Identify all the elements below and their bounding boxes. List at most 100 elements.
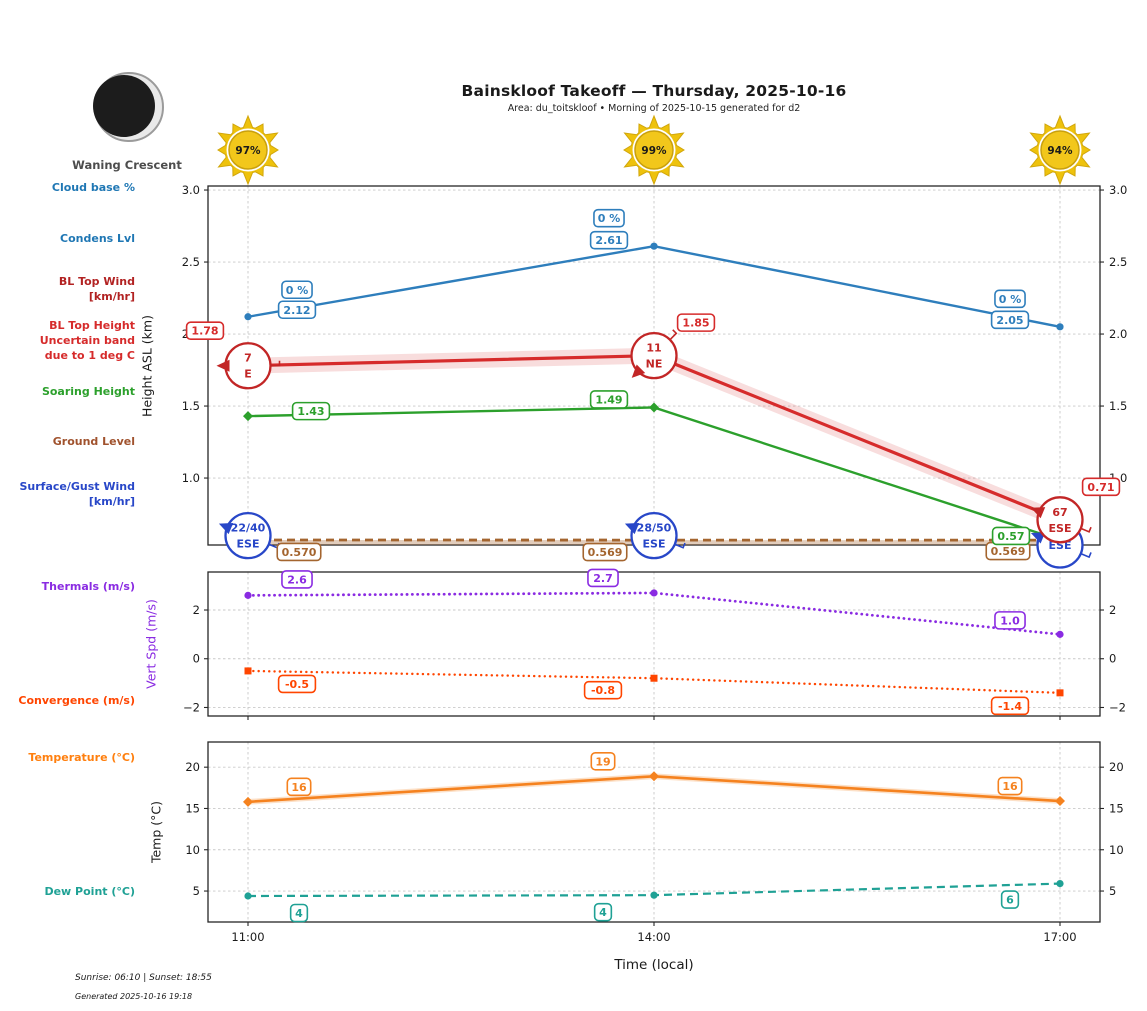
value-label: 2.6 xyxy=(281,570,313,589)
chart-text: 97% xyxy=(235,145,261,157)
sun-icon: 99% xyxy=(623,114,685,186)
chart-text: −2 xyxy=(183,700,200,714)
wind-arrow xyxy=(1030,507,1046,519)
data-point xyxy=(244,313,252,321)
chart-text: E xyxy=(244,368,252,381)
chart-text: 15 xyxy=(185,801,200,815)
data-point xyxy=(650,891,658,899)
chart-text: 5 xyxy=(193,884,200,898)
chart-text: 28/50 xyxy=(637,522,672,535)
value-label: 16 xyxy=(997,776,1023,796)
value-label: 2.05 xyxy=(990,310,1030,330)
chart-text: 1.5 xyxy=(182,399,200,413)
legend-dew-point-line: Dew Point (°C) xyxy=(44,885,135,898)
chart-text: 2 xyxy=(1109,603,1116,617)
chart-text: -0.8 xyxy=(591,684,615,697)
chart-text: 0 xyxy=(193,652,200,666)
wind-arrow xyxy=(218,523,234,535)
data-point xyxy=(650,242,658,250)
data-point xyxy=(243,411,253,422)
legend-convergence: Convergence (m/s) xyxy=(18,693,135,708)
legend-thermals: Thermals (m/s) xyxy=(42,579,135,594)
chart-temp: 20 20 15 15 10 10 5 5 16 19 16 4 4 6 xyxy=(185,741,1124,926)
chart-vertspd: 2 2 0 0 −2 −2 2.6 2.7 1.0 -0.5 -0.8 -1.4 xyxy=(183,568,1126,720)
chart-text: 2.12 xyxy=(283,304,310,317)
chart-text: 0 xyxy=(1109,652,1116,666)
data-point xyxy=(244,591,252,599)
chart-text: 67 xyxy=(1052,506,1067,519)
chart-text: 15 xyxy=(1109,801,1124,815)
legend-bl-top-wind-line: BL Top Wind xyxy=(58,275,135,288)
title-block: Bainskloof Takeoff — Thursday, 2025-10-1… xyxy=(208,82,1100,114)
legend-ground-level-line: Ground Level xyxy=(52,435,135,448)
sun-icon: 97% xyxy=(217,114,279,186)
data-point xyxy=(1056,630,1064,638)
value-label: 0 % xyxy=(281,280,313,300)
data-point xyxy=(1056,323,1064,331)
value-label: 1.0 xyxy=(994,611,1026,630)
chart-text: 2.0 xyxy=(1109,327,1127,341)
moon-phase-label: Waning Crescent xyxy=(72,158,182,172)
chart-text: 22/40 xyxy=(231,522,266,535)
value-label: 1.49 xyxy=(589,390,629,409)
chart-text: 2.61 xyxy=(595,234,622,247)
value-label: 1.78 xyxy=(185,321,225,341)
legend-bl-top-height-line: due to 1 deg C xyxy=(44,349,135,362)
legend-cloud-base-line: Cloud base % xyxy=(51,181,135,194)
data-point xyxy=(1056,880,1064,888)
wind-tail xyxy=(670,329,678,340)
chart-text: 6 xyxy=(1006,894,1014,907)
chart-text: 0 % xyxy=(999,293,1022,306)
legend-surface-gust-wind: Surface/Gust Wind [km/hr] xyxy=(20,479,136,509)
legend-soaring-height: Soaring Height xyxy=(42,384,135,399)
chart-text: 3.0 xyxy=(182,183,200,197)
legend-bl-top-height-line: BL Top Height xyxy=(49,319,135,332)
chart-text: 0.569 xyxy=(588,546,623,559)
legend-condens-lvl-line: Condens Lvl xyxy=(60,232,135,245)
value-label: 1.85 xyxy=(676,313,716,332)
legend-dew-point: Dew Point (°C) xyxy=(44,884,135,899)
value-label: 0.570 xyxy=(276,542,322,562)
chart-text: 16 xyxy=(291,781,307,794)
chart-text: 0 % xyxy=(598,212,621,225)
chart-text: 20 xyxy=(1109,760,1124,774)
data-point xyxy=(1056,689,1064,697)
sun-icon: 94% xyxy=(1029,114,1091,186)
value-label: 4 xyxy=(289,903,309,923)
chart-text: ESE xyxy=(237,538,260,551)
temperature-uncertainty-band xyxy=(248,773,1060,805)
chart-text: ESE xyxy=(643,538,666,551)
chart-text: -0.5 xyxy=(285,678,309,691)
chart-text: 10 xyxy=(1109,843,1124,857)
value-label: 2.61 xyxy=(589,230,629,250)
value-label: -0.8 xyxy=(583,680,623,700)
chart-text: 0.57 xyxy=(997,530,1024,543)
value-label: 4 xyxy=(593,902,613,922)
wind-circle: 22/40 ESE xyxy=(218,511,280,560)
bl-top-height-uncertainty-band xyxy=(248,347,1060,528)
legend-thermals-line: Thermals (m/s) xyxy=(41,580,135,593)
chart-text: NE xyxy=(646,358,663,371)
legend-temperature: Temperature (°C) xyxy=(28,750,135,765)
sun-disc xyxy=(1040,130,1080,170)
x-axis: 11:00 14:00 17:00 Time (local) xyxy=(231,930,1076,973)
wind-arrow xyxy=(1030,532,1046,544)
value-label: 2.7 xyxy=(587,568,619,588)
value-label: 0.71 xyxy=(1081,477,1121,497)
chart-text: 1.85 xyxy=(682,317,709,330)
value-label: 19 xyxy=(590,751,616,771)
legend-cloud-base: Cloud base % xyxy=(52,180,135,195)
chart-text: 0.570 xyxy=(282,546,317,559)
data-point xyxy=(244,667,252,675)
value-label: 0.57 xyxy=(991,526,1031,546)
chart-text: 0.71 xyxy=(1087,481,1114,494)
legend-bl-top-wind: BL Top Wind [km/hr] xyxy=(59,274,135,304)
wind-tail xyxy=(271,360,281,367)
value-label: 0 % xyxy=(994,289,1026,309)
chart-text: 4 xyxy=(295,907,303,920)
legend-bl-top-height-line: Uncertain band xyxy=(39,334,135,347)
legend-condens-lvl: Condens Lvl xyxy=(60,231,135,246)
wind-arrow xyxy=(624,523,640,535)
chart-text: ESE xyxy=(1049,522,1072,535)
